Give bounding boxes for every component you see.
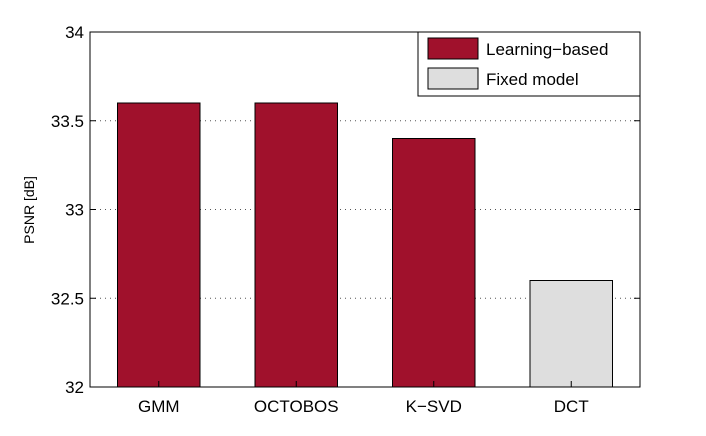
x-tick-label: DCT bbox=[554, 397, 589, 416]
legend-swatch-fixed bbox=[427, 67, 479, 90]
y-tick-label: 32 bbox=[65, 378, 84, 397]
y-ticks: 32 32.5 33 33.5 34 bbox=[51, 23, 640, 397]
x-ticks: GMM OCTOBOS K−SVD DCT bbox=[138, 381, 589, 416]
legend-swatch-learning bbox=[427, 37, 479, 60]
x-tick-label: GMM bbox=[138, 397, 180, 416]
legend: Learning−based Fixed model bbox=[417, 31, 641, 97]
bar bbox=[529, 280, 613, 388]
x-tick-label: OCTOBOS bbox=[254, 397, 339, 416]
grid-lines bbox=[90, 120, 640, 299]
bar bbox=[392, 138, 476, 388]
legend-label-learning: Learning−based bbox=[486, 40, 608, 59]
x-tick-label: K−SVD bbox=[406, 397, 462, 416]
y-tick-label: 33 bbox=[65, 201, 84, 220]
bar bbox=[254, 102, 338, 388]
bar bbox=[117, 102, 201, 388]
legend-label-fixed: Fixed model bbox=[486, 70, 579, 89]
y-tick-label: 32.5 bbox=[51, 289, 84, 308]
y-tick-label: 33.5 bbox=[51, 112, 84, 131]
y-axis-label: PSNR [dB] bbox=[21, 176, 37, 244]
y-tick-label: 34 bbox=[65, 23, 84, 42]
